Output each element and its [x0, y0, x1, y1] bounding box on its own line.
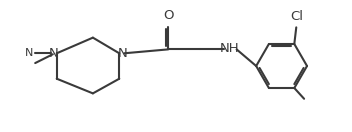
Text: N: N [117, 47, 127, 60]
Text: N: N [25, 48, 33, 58]
Text: NH: NH [220, 42, 240, 55]
Text: Cl: Cl [290, 10, 303, 23]
Text: N: N [49, 47, 59, 60]
Text: O: O [163, 9, 174, 22]
